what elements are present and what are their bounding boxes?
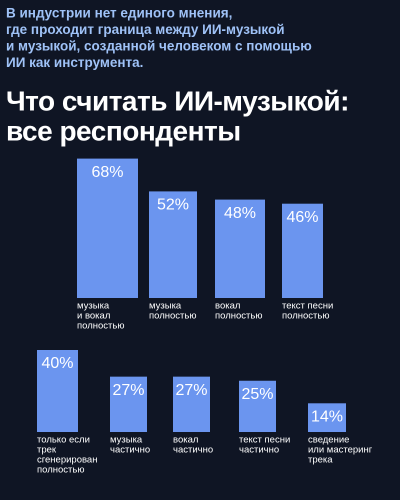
category-label: частично [239, 445, 279, 456]
intro-text: В индустрии нет единого мнения, [6, 6, 232, 21]
value-label: 68% [91, 164, 123, 181]
bar [308, 403, 346, 432]
category-label: или мастеринг [308, 445, 373, 456]
intro-text: и музыкой, созданной человеком с помощью [6, 39, 312, 54]
category-label: текст песни [239, 435, 290, 446]
category-label: полностью [215, 311, 262, 322]
category-label: трек [37, 445, 57, 456]
value-label: 14% [311, 409, 343, 426]
bar [37, 350, 78, 432]
value-label: 27% [112, 382, 144, 399]
intro-text: где проходит граница между ИИ-музыкой [6, 22, 285, 37]
value-label: 52% [157, 197, 189, 214]
category-label: полностью [77, 321, 124, 332]
category-label: вокал [215, 301, 240, 312]
category-label: сгенерирован [37, 455, 97, 466]
category-label: частично [173, 445, 213, 456]
category-label: полностью [37, 465, 84, 476]
category-label: полностью [282, 311, 329, 322]
bar [215, 199, 265, 298]
category-label: частично [110, 445, 150, 456]
value-label: 27% [175, 382, 207, 399]
value-label: 25% [241, 386, 273, 403]
category-label: и вокал [77, 311, 110, 322]
category-label: сведение [308, 435, 349, 446]
chart-title: все респонденты [6, 115, 241, 146]
bar [110, 376, 147, 432]
value-label: 46% [286, 209, 318, 226]
category-label: музыка [149, 301, 182, 312]
bar [77, 158, 138, 298]
chart-title: Что считать ИИ-музыкой: [6, 85, 349, 116]
category-label: музыка [77, 301, 110, 312]
bar [149, 191, 197, 298]
value-label: 40% [41, 355, 73, 372]
category-label: только если [37, 435, 90, 446]
bar [173, 376, 210, 432]
category-label: текст песни [282, 301, 333, 312]
bar [239, 380, 276, 432]
category-label: музыка [110, 435, 143, 446]
category-label: трека [308, 455, 333, 466]
bar [282, 203, 323, 298]
value-label: 48% [224, 205, 256, 222]
category-label: полностью [149, 311, 196, 322]
intro-text: ИИ как инструмента. [6, 55, 143, 70]
category-label: вокал [173, 435, 198, 446]
